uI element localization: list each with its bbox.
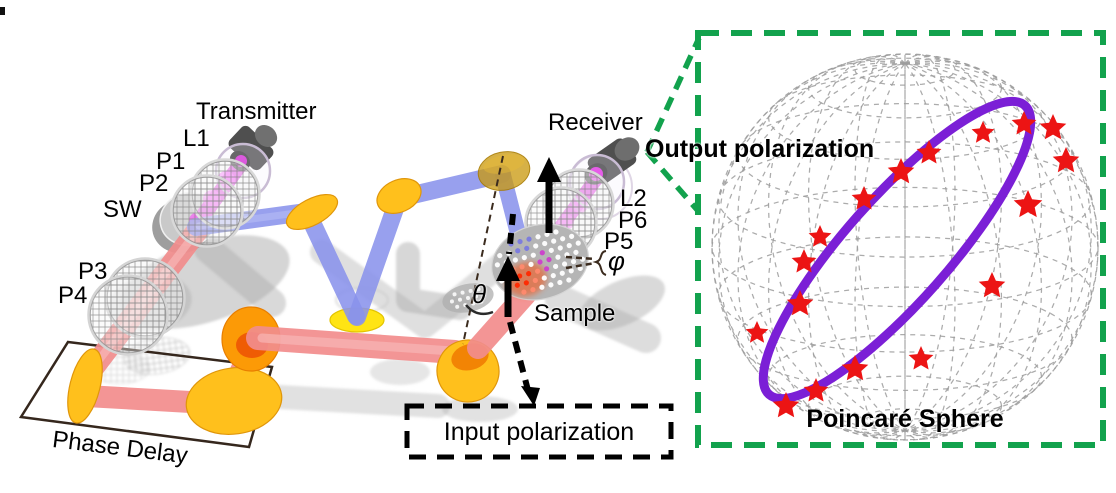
label-p6: P6 (618, 207, 648, 234)
star-marker (808, 225, 832, 247)
star-marker (978, 272, 1006, 298)
label-l2: L2 (620, 185, 647, 212)
label-p3: P3 (78, 258, 108, 285)
star-marker (1011, 111, 1037, 135)
star-marker (841, 355, 869, 381)
star-marker (1039, 114, 1067, 140)
label-receiver: Receiver (548, 109, 643, 136)
poincare-wireframe (711, 53, 1099, 441)
label-input-polarization: Input polarization (443, 418, 635, 446)
label-p5: P5 (604, 228, 634, 255)
star-marker (745, 321, 769, 343)
mirror-c (477, 151, 531, 191)
label-sample: Sample (534, 300, 616, 327)
star-marker (803, 378, 829, 402)
label-poincare-sphere: Poincaré Sphere (806, 405, 1004, 433)
label-transmitter: Transmitter (196, 98, 317, 125)
theta-reference-line (462, 155, 504, 345)
input-polarization-box (404, 403, 674, 460)
polarizer-p1-p2-lens-l1 (170, 142, 272, 248)
pd-mirror-2 (185, 367, 283, 435)
red-beam-to-sample (467, 283, 537, 359)
star-marker (887, 158, 915, 184)
label-p2: P2 (139, 170, 169, 197)
pd-mirror-1 (67, 348, 103, 424)
label-output-polarization: Output polarization (645, 135, 875, 163)
phi-dash-upper (565, 255, 596, 261)
star-marker (1052, 147, 1080, 173)
label-l1: L1 (183, 125, 210, 152)
polarization-trajectory (758, 96, 1036, 404)
input-polarization-arrow (496, 256, 520, 317)
star-marker (851, 186, 877, 210)
label-p1: P1 (156, 148, 186, 175)
callout-arrowhead (521, 386, 540, 406)
poincare-border (695, 30, 1106, 448)
output-polarization-arrow (537, 157, 561, 233)
star-marker (971, 121, 995, 143)
star-marker (791, 249, 817, 273)
star-marker (786, 290, 814, 316)
polarizer-p3-p4 (87, 257, 186, 356)
phi-brace (592, 250, 607, 276)
edge-artifact (0, 7, 5, 15)
callout-dashed-line (507, 321, 532, 395)
polarizer-p4 (89, 276, 167, 354)
phi-dash-lower (565, 261, 596, 270)
star-marker (1013, 190, 1043, 218)
star-marker (916, 140, 942, 164)
polarization-stars (745, 111, 1080, 418)
mirror-a (285, 193, 339, 231)
polarizer-p2 (172, 176, 242, 246)
label-phi-angle: φ (608, 246, 625, 276)
label-theta-angle: θ (472, 279, 487, 309)
polarization-marks (404, 155, 674, 460)
star-marker (908, 346, 934, 370)
sample-shadow (442, 283, 494, 313)
mirror-b (376, 178, 422, 214)
callout-line-upper (644, 36, 702, 154)
label-p4: P4 (58, 282, 88, 309)
theta-arc (465, 304, 494, 316)
poincare-panel (644, 30, 1106, 448)
label-sw: SW (103, 196, 142, 223)
callout-line-lower (644, 150, 702, 214)
phase-delay-box (18, 340, 274, 449)
star-marker (772, 392, 800, 418)
